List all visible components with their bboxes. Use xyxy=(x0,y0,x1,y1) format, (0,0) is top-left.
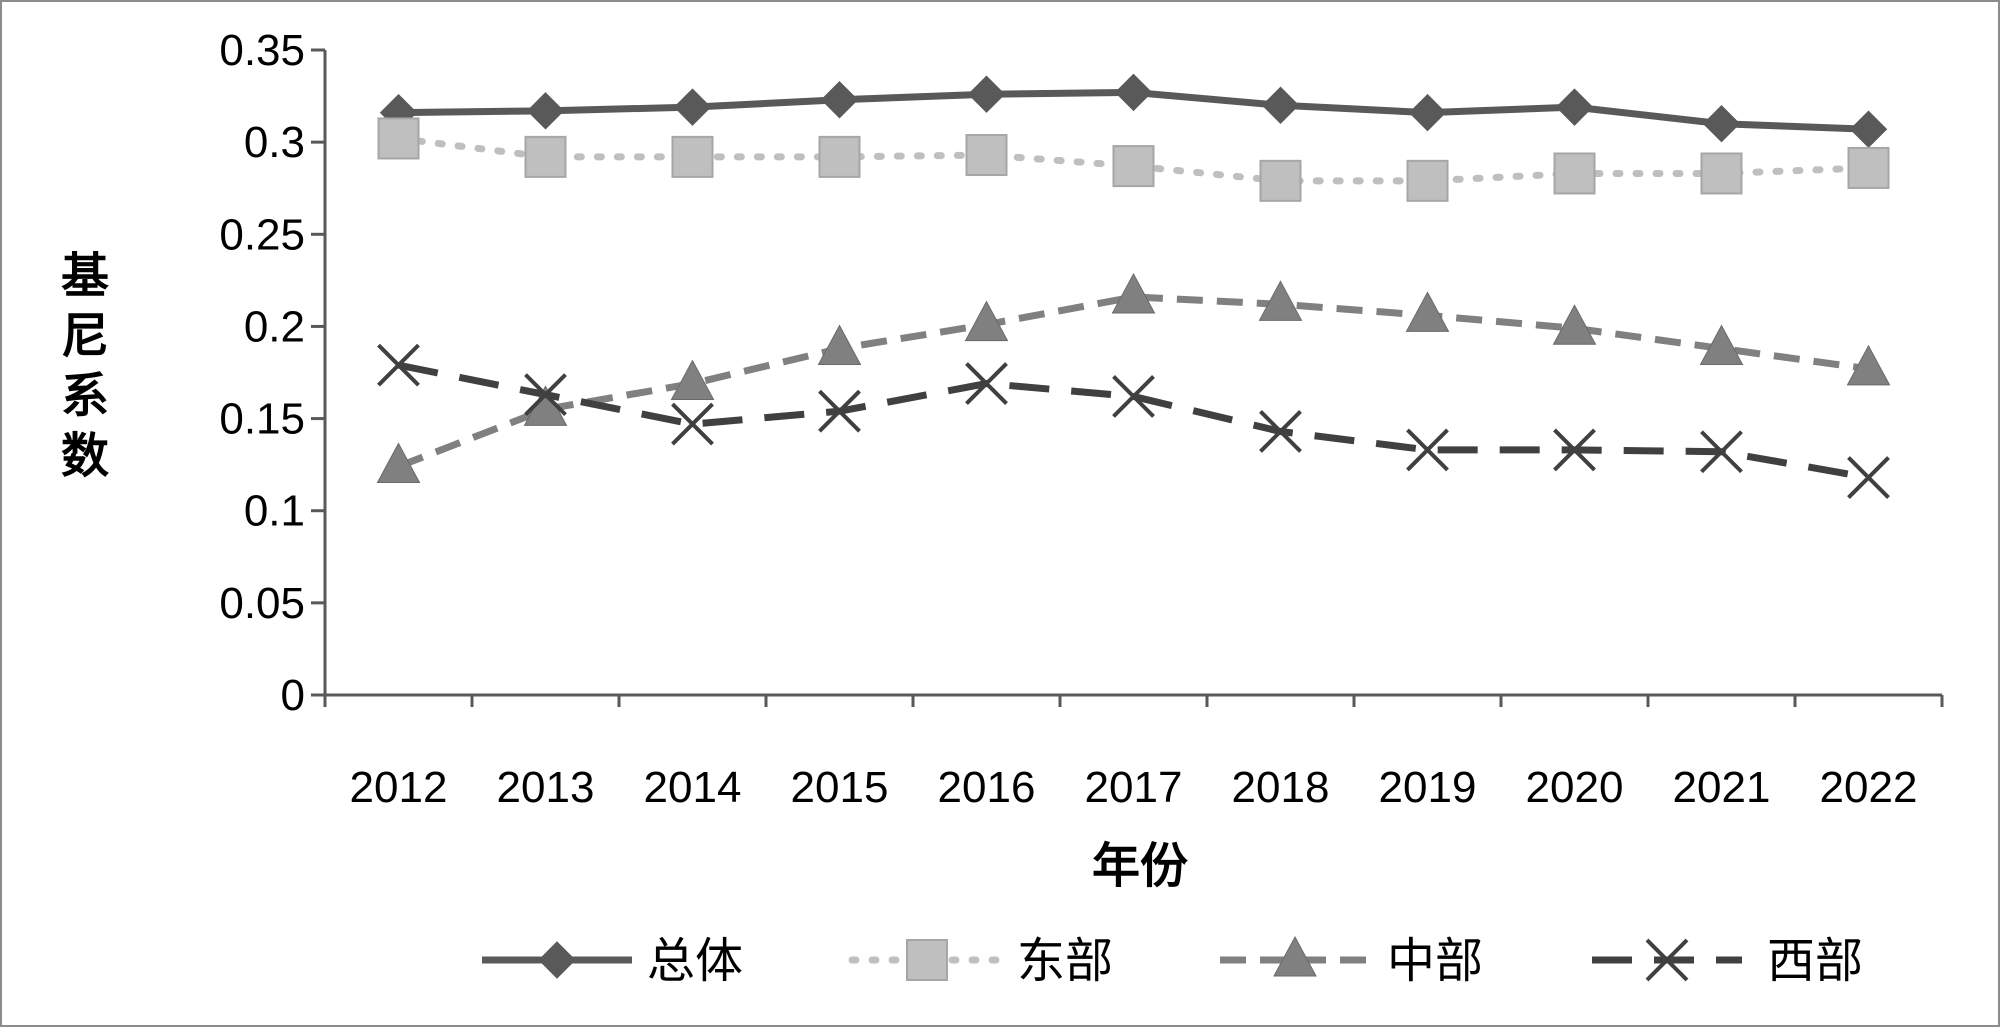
data-point xyxy=(967,75,1006,113)
data-point xyxy=(1258,280,1303,321)
legend-swatch-marker xyxy=(906,939,948,981)
x-tick-label: 2017 xyxy=(1085,763,1183,812)
data-point xyxy=(1114,73,1153,112)
y-tick-label: 0.3 xyxy=(244,118,305,167)
legend-label: 总体 xyxy=(647,933,743,989)
x-tick-label: 2018 xyxy=(1232,763,1330,812)
data-point xyxy=(818,135,861,178)
series-0 xyxy=(379,73,1888,148)
x-tick-label: 2016 xyxy=(938,763,1036,812)
y-tick-label: 0.2 xyxy=(244,302,305,351)
data-point xyxy=(1702,105,1741,143)
data-point xyxy=(964,300,1009,342)
series-layer xyxy=(376,73,1891,499)
data-point xyxy=(671,135,714,178)
y-tick-label: 0.15 xyxy=(219,395,305,444)
series-3 xyxy=(377,343,1890,499)
data-point xyxy=(1847,456,1890,499)
data-point xyxy=(377,343,420,387)
legend-swatch-marker xyxy=(1645,938,1689,982)
data-point xyxy=(1408,93,1447,132)
data-point xyxy=(376,442,421,483)
x-tick-label: 2019 xyxy=(1379,763,1477,812)
x-tick-label: 2014 xyxy=(644,763,742,812)
x-tick-label: 2020 xyxy=(1526,763,1624,812)
legend-item-2: 中部 xyxy=(1220,933,1483,989)
data-point xyxy=(1846,344,1891,386)
y-tick-label: 0.05 xyxy=(219,579,305,628)
data-point xyxy=(671,402,714,446)
legend-item-0: 总体 xyxy=(482,933,743,989)
data-point xyxy=(1406,159,1449,202)
data-point xyxy=(965,362,1008,405)
data-point xyxy=(1112,145,1155,188)
data-point xyxy=(965,134,1008,177)
y-tick-label: 0.35 xyxy=(219,26,305,75)
x-tick-label: 2015 xyxy=(791,763,889,812)
legend-swatch-marker xyxy=(538,941,576,979)
legend-swatch-marker xyxy=(1273,935,1317,977)
x-tick-label: 2022 xyxy=(1820,763,1918,812)
data-point xyxy=(1700,152,1743,195)
data-point xyxy=(673,88,712,126)
axes: 0 0.05 0.1 0.15 0.2 0.25 0.3 0.35 2012 2013 2014 20… xyxy=(219,26,1944,812)
data-point xyxy=(1405,291,1450,332)
legend-label: 西部 xyxy=(1767,933,1863,989)
x-tick-label: 2012 xyxy=(350,763,448,812)
x-tick-label: 2021 xyxy=(1673,763,1771,812)
series-2 xyxy=(376,272,1891,483)
y-tick-label: 0.25 xyxy=(219,210,305,259)
legend-item-3: 西部 xyxy=(1592,933,1863,989)
data-point xyxy=(1555,88,1594,126)
series-1 xyxy=(377,117,1890,202)
data-point xyxy=(1259,159,1302,202)
legend-item-1: 东部 xyxy=(848,933,1113,989)
series-line xyxy=(397,293,1869,470)
x-tick-label: 2013 xyxy=(497,763,595,812)
data-point xyxy=(1552,304,1597,345)
data-point xyxy=(1847,146,1890,189)
data-point xyxy=(524,135,567,178)
data-point xyxy=(1259,410,1302,453)
data-point xyxy=(817,324,862,366)
data-point xyxy=(1553,152,1596,195)
data-point xyxy=(820,81,859,119)
data-point xyxy=(818,389,861,433)
data-point xyxy=(524,373,567,417)
legend-label: 东部 xyxy=(1017,933,1113,989)
y-axis-title: 基尼系数 xyxy=(61,248,109,484)
x-axis-title: 年份 xyxy=(1092,838,1188,894)
data-point xyxy=(1849,110,1888,148)
data-point xyxy=(1111,272,1156,314)
data-point xyxy=(1406,428,1449,472)
data-point xyxy=(1699,324,1744,366)
data-point xyxy=(1261,86,1300,124)
data-point xyxy=(670,359,715,401)
y-tick-label: 0 xyxy=(281,671,305,720)
data-point xyxy=(526,92,565,130)
data-point xyxy=(1553,428,1596,472)
data-point xyxy=(377,117,420,160)
data-point xyxy=(1700,430,1743,474)
series-line xyxy=(397,361,1870,481)
data-point xyxy=(1112,375,1155,418)
legend-label: 中部 xyxy=(1387,933,1483,989)
y-tick-label: 0.1 xyxy=(244,487,305,536)
legend: 总体 东部 中部 西部 xyxy=(482,933,1863,989)
